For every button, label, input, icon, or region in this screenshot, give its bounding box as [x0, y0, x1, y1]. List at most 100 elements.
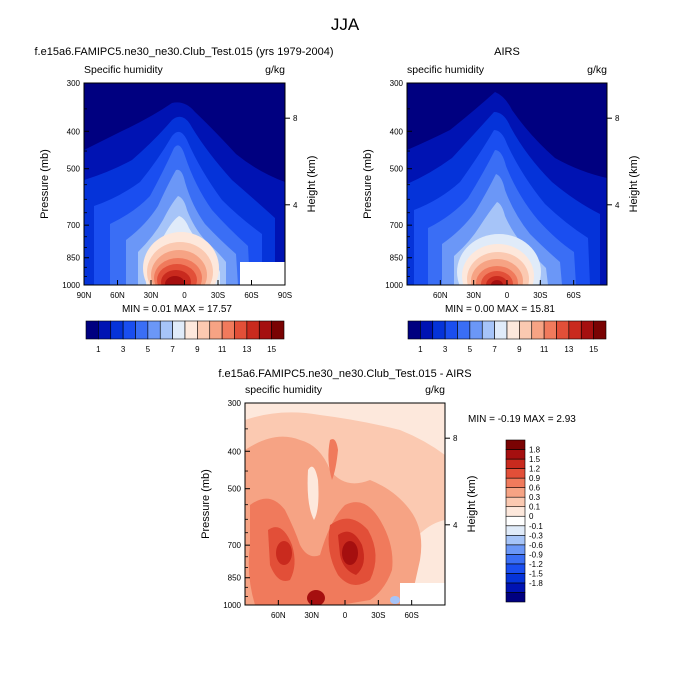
x-tick-label: 30N: [144, 291, 159, 300]
x-tick-label: 0: [182, 291, 187, 300]
colorbar-swatch: [519, 320, 533, 340]
panel-model-axes: 300 400 500 700 850 1000 8 4 90N 60N 30N 0 30S 60S 90S…: [39, 79, 318, 300]
colorbar-swatch: [147, 320, 161, 340]
missing-data-area: [400, 583, 445, 605]
x-tick-label: 30S: [211, 291, 225, 300]
panel-airs-units: g/kg: [587, 64, 607, 76]
colorbar-swatch: [258, 320, 272, 340]
colorbar-label: 5: [468, 345, 473, 354]
y2-tick-label: 8: [453, 434, 458, 443]
colorbar-swatch: [234, 320, 248, 340]
x-tick-label: 90S: [278, 291, 292, 300]
panel-diff-axes: 300 400 500 700 850 1000 8 4 60N 30N 0 30S 60S Pressu…: [200, 399, 478, 620]
colorbar-swatch: [420, 320, 434, 340]
colorbar-swatch: [543, 320, 557, 340]
y-tick-label: 1000: [62, 281, 80, 290]
colorbar-label: -0.3: [529, 531, 543, 540]
y-tick-label: 300: [228, 399, 242, 408]
x-tick-label: 30S: [533, 291, 547, 300]
colorbar-swatch: [505, 582, 526, 593]
x-tick-label: 60S: [567, 291, 581, 300]
colorbar-swatch: [172, 320, 186, 340]
colorbar-label: 9: [195, 345, 200, 354]
colorbar-label: 0: [529, 512, 534, 521]
colorbar-swatch: [505, 573, 526, 584]
colorbar-swatch: [221, 320, 235, 340]
panel-airs: AIRS specific humidity g/kg 300 400 500 700…: [362, 46, 640, 354]
panel-diff-variable: specific humidity: [245, 384, 323, 396]
y-tick-label: 500: [67, 165, 81, 174]
colorbar-label: 1.2: [529, 465, 541, 474]
contour-level-diff-12: [390, 596, 400, 604]
colorbar-swatch: [407, 320, 421, 340]
colorbar-swatch: [505, 449, 526, 460]
colorbar-swatch: [505, 563, 526, 574]
colorbar-swatch: [246, 320, 260, 340]
panel-airs-axes: 300 400 500 700 850 1000 8 4 60N 30N 0 30S 60S Pressu…: [362, 79, 640, 300]
colorbar-label: 5: [146, 345, 151, 354]
colorbar-swatch: [481, 320, 495, 340]
colorbar-label: 0.9: [529, 474, 541, 483]
x-tick-label: 60N: [433, 291, 448, 300]
y-tick-label: 850: [228, 574, 242, 583]
panel-model-title: f.e15a6.FAMIPC5.ne30_ne30.Club_Test.015 …: [34, 46, 333, 58]
y-tick-label: 400: [390, 127, 404, 136]
colorbar-label: 0.3: [529, 493, 541, 502]
colorbar-label: 15: [267, 345, 276, 354]
x-tick-label: 30N: [466, 291, 481, 300]
contour-level-diff-8: [342, 541, 358, 565]
y-tick-label: 1000: [223, 601, 241, 610]
x-tick-label: 90N: [77, 291, 92, 300]
colorbar-label: 7: [492, 345, 497, 354]
panel-model-variable: Specific humidity: [84, 64, 164, 76]
x-tick-label: 60N: [110, 291, 125, 300]
colorbar-label: 3: [121, 345, 126, 354]
y-tick-label: 500: [390, 165, 404, 174]
colorbar-label: 0.1: [529, 503, 541, 512]
panel-diff-title: f.e15a6.FAMIPC5.ne30_ne30.Club_Test.015 …: [218, 368, 471, 380]
panel-airs-variable: specific humidity: [407, 64, 485, 76]
x-tick-label: 0: [343, 611, 348, 620]
colorbar-label: 3: [443, 345, 448, 354]
colorbar-swatch: [505, 554, 526, 565]
colorbar-swatch: [556, 320, 570, 340]
panel-model-field: [84, 83, 285, 285]
y-tick-label: 700: [390, 221, 404, 230]
colorbar-swatch: [197, 320, 211, 340]
panel-airs-field: [407, 83, 607, 285]
y-tick-label: 850: [67, 254, 81, 263]
colorbar-label: 9: [517, 345, 522, 354]
y-tick-label: 500: [228, 485, 242, 494]
colorbar-swatch: [110, 320, 124, 340]
panel-diff-field: [245, 403, 445, 605]
colorbar-swatch: [469, 320, 483, 340]
y2-tick-label: 4: [293, 201, 298, 210]
colorbar-swatch: [457, 320, 471, 340]
y-tick-label: 400: [228, 447, 242, 456]
colorbar-label: 1.8: [529, 446, 541, 455]
colorbar-label: 13: [564, 345, 573, 354]
missing-data-area: [240, 262, 285, 285]
x-tick-label: 60N: [271, 611, 286, 620]
x-tick-label: 30N: [304, 611, 319, 620]
panel-airs-stats: MIN = 0.00 MAX = 15.81: [445, 304, 555, 315]
colorbar-swatch: [505, 592, 526, 603]
y2-axis-title: Height (km): [628, 156, 640, 213]
colorbar-swatch: [159, 320, 173, 340]
colorbar-swatch: [506, 320, 520, 340]
colorbar-label: 11: [218, 345, 227, 354]
y-tick-label: 700: [228, 541, 242, 550]
colorbar-label: 1: [96, 345, 101, 354]
colorbar-swatch: [505, 544, 526, 555]
colorbar-label: 1: [418, 345, 423, 354]
y-axis-title: Pressure (mb): [200, 469, 212, 539]
x-tick-label: 0: [505, 291, 510, 300]
y-tick-label: 300: [67, 79, 81, 88]
x-tick-label: 30S: [371, 611, 385, 620]
colorbar-swatch: [494, 320, 508, 340]
y2-axis-title: Height (km): [466, 476, 478, 533]
colorbar-swatch: [505, 525, 526, 536]
colorbar-swatch: [568, 320, 582, 340]
x-tick-label: 60S: [405, 611, 419, 620]
